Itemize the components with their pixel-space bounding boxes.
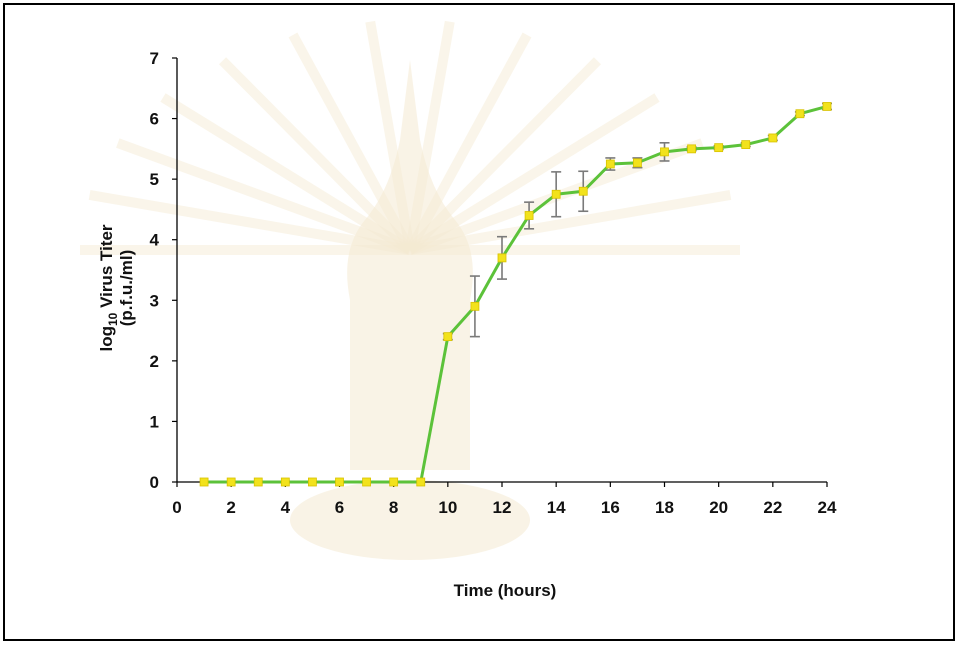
y-axis-title-main: Virus Titer bbox=[97, 224, 116, 313]
y-tick-label: 1 bbox=[150, 412, 159, 431]
series-line bbox=[204, 105, 828, 484]
x-tick-label: 10 bbox=[438, 498, 457, 517]
x-tick-label: 22 bbox=[763, 498, 782, 517]
data-point bbox=[443, 332, 453, 342]
y-tick-label: 6 bbox=[150, 110, 159, 129]
data-point bbox=[416, 477, 426, 487]
data-point bbox=[605, 159, 615, 169]
data-point bbox=[524, 211, 534, 220]
data-point bbox=[389, 477, 399, 487]
y-axis-title: log10 Virus Titer (p.f.u./ml) bbox=[97, 224, 136, 351]
data-point bbox=[308, 477, 317, 487]
watermark-seal bbox=[80, 20, 740, 560]
series-virus-titer bbox=[199, 102, 832, 487]
data-point bbox=[660, 147, 669, 157]
x-axis-title: Time (hours) bbox=[454, 581, 557, 600]
data-point bbox=[253, 477, 263, 487]
data-point bbox=[578, 186, 588, 196]
x-tick-label: 18 bbox=[655, 498, 674, 517]
data-point bbox=[335, 477, 344, 487]
x-tick-label: 0 bbox=[172, 498, 181, 517]
y-axis-ticks: 0 1 2 3 4 5 6 7 bbox=[150, 49, 177, 492]
y-axis-title-units: (p.f.u./ml) bbox=[117, 250, 136, 326]
y-axis-title-log: log bbox=[97, 326, 116, 352]
x-tick-label: 14 bbox=[547, 498, 566, 517]
data-point bbox=[280, 477, 290, 487]
data-point bbox=[795, 109, 805, 119]
data-point bbox=[497, 253, 507, 263]
x-tick-label: 16 bbox=[601, 498, 620, 517]
figure-frame bbox=[3, 3, 955, 641]
data-point bbox=[687, 144, 696, 154]
y-tick-label: 5 bbox=[150, 170, 159, 189]
y-tick-label: 2 bbox=[150, 352, 159, 371]
y-tick-label: 7 bbox=[150, 49, 159, 68]
y-tick-label: 0 bbox=[150, 473, 159, 492]
data-point bbox=[741, 140, 751, 150]
x-axis-ticks: 0 2 4 6 8 10 12 14 16 18 20 22 24 bbox=[172, 482, 837, 517]
data-point bbox=[470, 301, 480, 311]
y-tick-label: 4 bbox=[150, 231, 160, 250]
x-tick-label: 20 bbox=[709, 498, 728, 517]
data-point bbox=[822, 102, 832, 111]
data-point bbox=[714, 143, 724, 153]
x-tick-label: 2 bbox=[226, 498, 235, 517]
y-tick-label: 3 bbox=[150, 291, 159, 310]
data-point bbox=[633, 158, 642, 168]
data-point bbox=[226, 477, 236, 487]
data-point bbox=[551, 189, 561, 199]
x-tick-label: 12 bbox=[493, 498, 512, 517]
x-tick-label: 8 bbox=[389, 498, 398, 517]
x-tick-label: 24 bbox=[818, 498, 837, 517]
data-point bbox=[768, 133, 778, 143]
data-point bbox=[362, 477, 371, 487]
svg-text:log10 Virus Titer: log10 Virus Titer bbox=[97, 224, 120, 351]
data-point bbox=[199, 477, 209, 487]
x-tick-label: 4 bbox=[281, 498, 291, 517]
y-axis-title-subscript: 10 bbox=[106, 312, 120, 326]
x-tick-label: 6 bbox=[335, 498, 344, 517]
